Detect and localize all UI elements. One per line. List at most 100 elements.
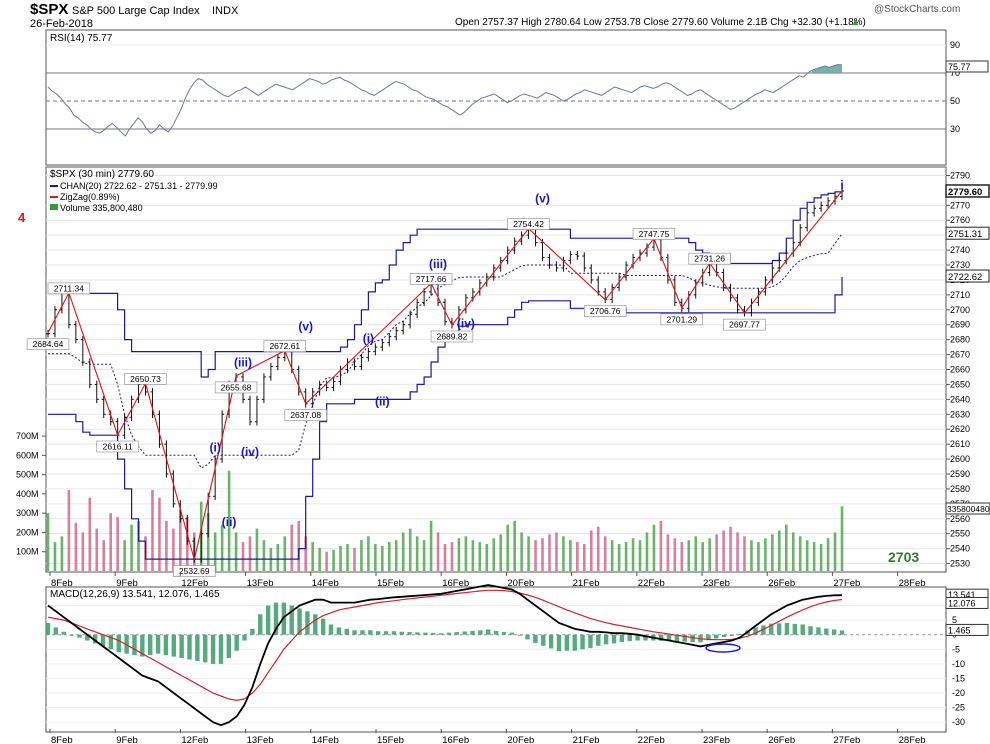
legend-volume: Volume 335,800,480 [60, 203, 143, 213]
price-legend: $SPX (30 min) 2779.60 CHAN(20) 2722.62 -… [50, 169, 218, 213]
x-tick-label: 27Feb [833, 578, 860, 589]
volume-bar [548, 534, 551, 571]
macd-hist-bar [320, 618, 326, 635]
price-tick-label: 2680 [950, 335, 970, 345]
volume-tick-label: 500M [16, 470, 39, 480]
macd-hist-bar [431, 632, 436, 635]
macd-hist-bar [258, 614, 263, 635]
macd-hist-bar [831, 629, 837, 635]
rsi-panel [45, 29, 947, 166]
legend-price: $SPX (30 min) 2779.60 [50, 169, 154, 180]
zigzag-pivot-box [583, 305, 627, 318]
wave-label: (ii) [375, 394, 390, 408]
price-tick-label: 2670 [950, 350, 970, 360]
macd-hist-bar [289, 605, 294, 635]
macd-hist-bar [77, 634, 82, 638]
volume-bar [165, 520, 168, 571]
volume-last-tag [945, 502, 990, 515]
macd-hist-bar [824, 628, 829, 635]
volume-bar [450, 542, 454, 571]
volume-bar [617, 544, 621, 571]
macd-hist-bar [360, 630, 365, 635]
macd-hist-bar [265, 605, 271, 635]
ohlc-readout: Open 2757.37 High 2780.64 Low 2753.78 Cl… [455, 17, 866, 28]
volume-bar [631, 538, 635, 571]
volume-bar [408, 528, 412, 571]
volume-bar [840, 506, 844, 571]
volume-bar [638, 540, 642, 571]
volume-bar [227, 470, 231, 571]
volume-bar [708, 538, 711, 571]
volume-bar [736, 532, 739, 571]
price-tick-label: 2620 [950, 424, 970, 434]
macd-hist-bar [116, 634, 121, 653]
volume-bar [374, 544, 377, 571]
x-tick-label: 14Feb [312, 735, 339, 744]
symbol-name: S&P 500 Large Cap Index [72, 5, 200, 17]
zigzag-pivot-label: 2747.75 [639, 229, 670, 239]
volume-bar [485, 544, 489, 571]
price-tick-label: 2730 [950, 260, 970, 270]
volume-bar [95, 528, 99, 571]
x-tick-label: 12Feb [181, 578, 208, 589]
volume-bar [562, 536, 565, 571]
macd-hist-bar [706, 634, 711, 641]
macd-hist-bar [132, 634, 137, 656]
zigzag-pivot-box [723, 318, 766, 331]
volume-bar [415, 536, 419, 571]
macd-hist-bar [391, 631, 397, 635]
volume-tick-label: 200M [16, 527, 39, 537]
change-up-icon: ▲ [851, 17, 860, 27]
corner-label: 2703 [888, 549, 919, 565]
volume-bar [596, 526, 600, 571]
volume-tick-label: 600M [16, 450, 39, 460]
zigzag-pivot-box [430, 330, 474, 343]
chart-date: 26-Feb-2018 [30, 18, 93, 30]
zigzag-pivot-label: 2754.42 [513, 219, 544, 229]
price-tick-label: 2580 [950, 484, 970, 494]
zigzag-pivot-label: 2711.34 [54, 283, 84, 293]
x-tick-label: 16Feb [442, 735, 469, 744]
price-tick-label: 2690 [950, 320, 970, 330]
price-tag [945, 269, 990, 283]
macd-hist-bar [375, 631, 381, 635]
volume-bar [339, 545, 342, 571]
volume-bar [624, 542, 628, 571]
macd-hist-bar [313, 614, 318, 635]
symbol-exchange: INDX [212, 5, 239, 17]
volume-bar [576, 542, 579, 571]
volume-bar [88, 497, 92, 571]
volume-bar [60, 536, 64, 571]
volume-bar [81, 532, 85, 571]
x-tick-label: 23Feb [703, 578, 730, 589]
rsi-label: RSI(14) 75.77 [50, 33, 113, 44]
volume-bar [158, 497, 161, 571]
rsi-last-value: 75.77 [948, 62, 971, 72]
volume-bar [67, 490, 71, 571]
macd-hist-bar [517, 634, 522, 636]
volume-last-value: 335800480 [947, 504, 990, 514]
volume-bar [680, 542, 684, 571]
zigzag-pivot-box [507, 218, 550, 230]
volume-bar [464, 536, 468, 571]
rsi-tick-label: 30 [950, 124, 960, 134]
macd-tag-value: 13.541 [948, 590, 976, 600]
macd-hist-bar [486, 629, 491, 635]
x-tick-label: 27Feb [833, 735, 860, 744]
rsi-last-tag [945, 60, 989, 73]
macd-hist-bar [368, 630, 373, 635]
price-tag [945, 184, 990, 198]
zigzag-pivot-box [660, 313, 704, 326]
x-tick-label: 22Feb [638, 735, 665, 744]
zigzag-pivot-box [263, 340, 307, 352]
macd-hist-bar [525, 634, 530, 640]
macd-hist-bar [352, 630, 357, 635]
macd-hist-bar [776, 623, 782, 635]
wave-label: (i) [209, 441, 220, 455]
zigzag-pivot-box [409, 273, 453, 285]
zigzag-pivot-label: 2717.66 [416, 274, 447, 284]
price-tick-label: 2740 [950, 245, 970, 255]
volume-bar [401, 532, 405, 571]
macd-hist-bar [305, 611, 310, 635]
